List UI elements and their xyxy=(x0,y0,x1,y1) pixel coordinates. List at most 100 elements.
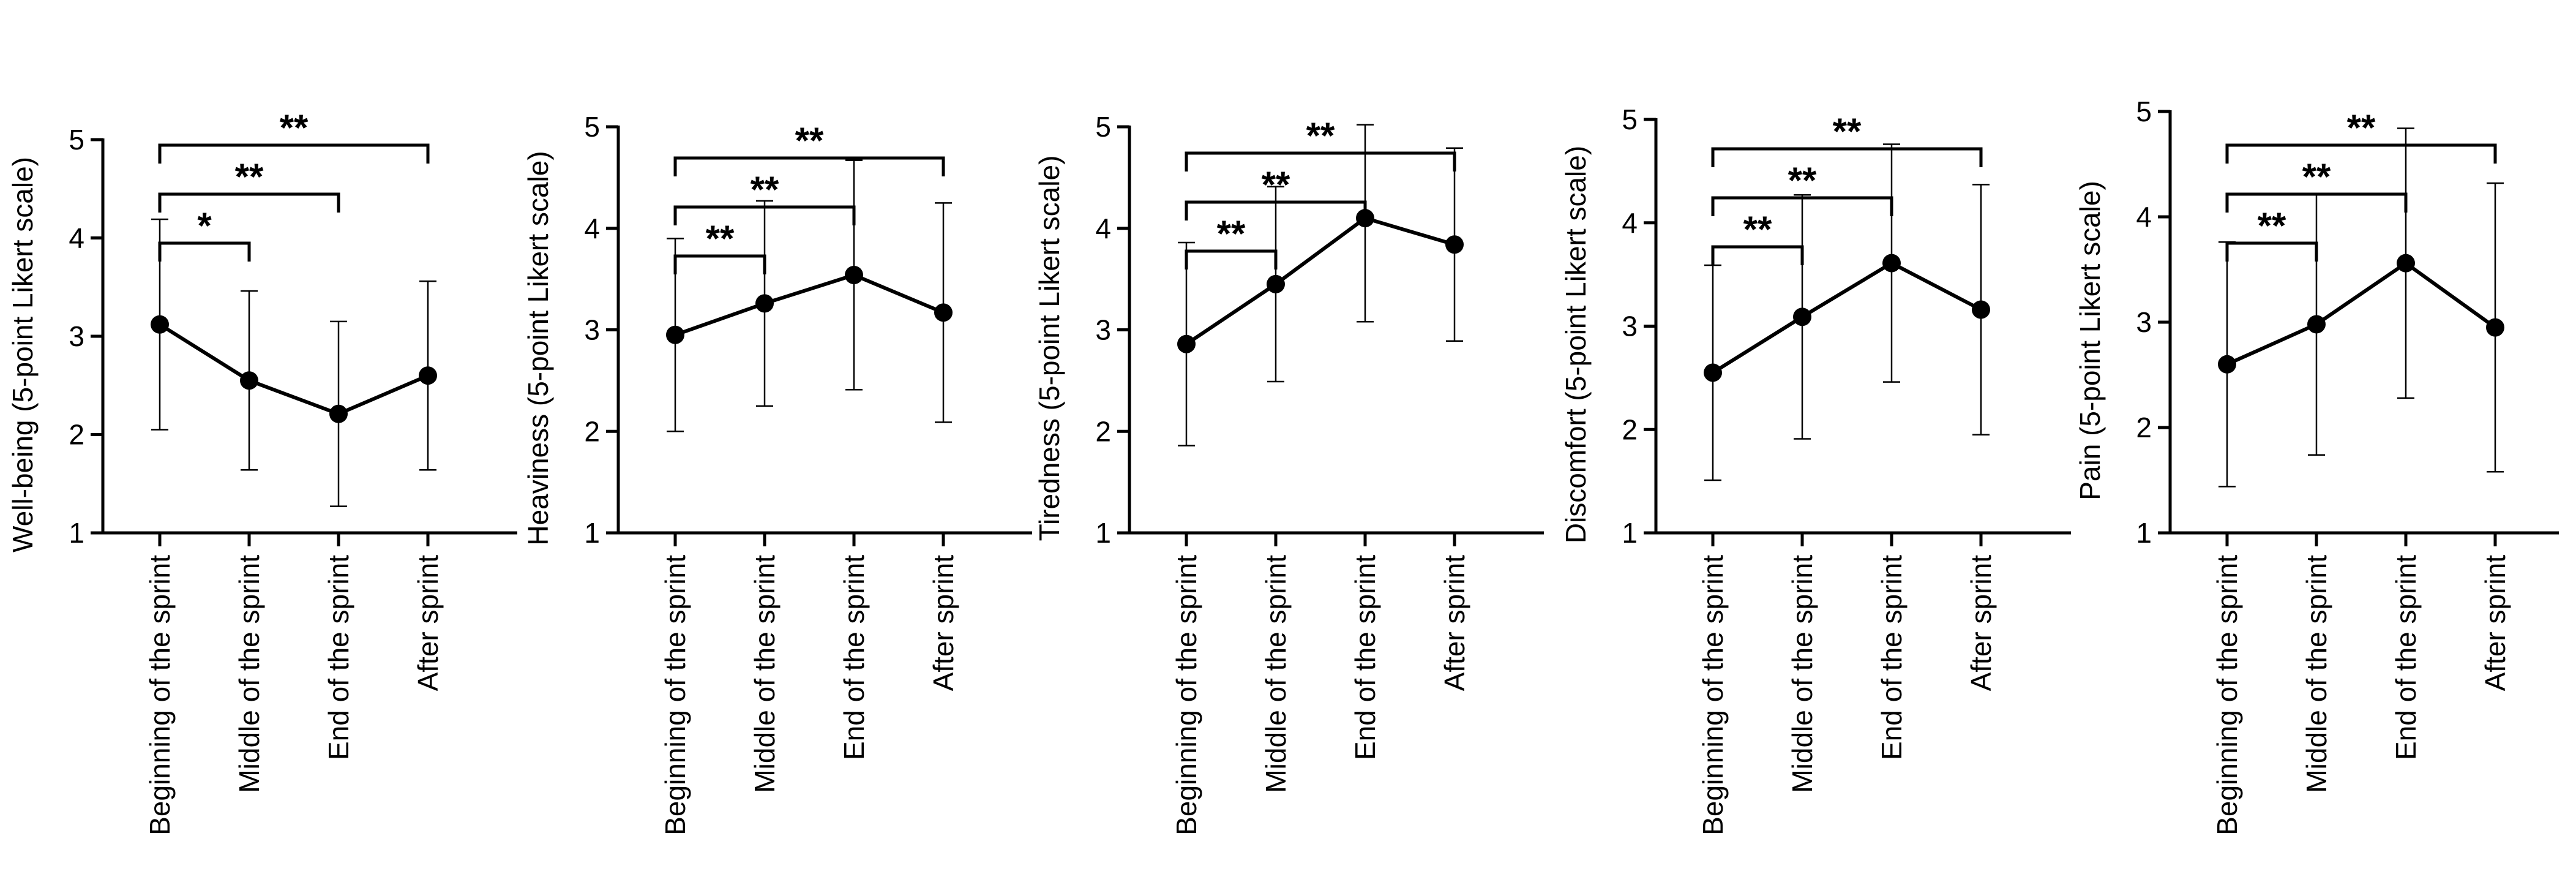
y-tick-label: 5 xyxy=(1622,104,1638,135)
chart-panel-4: 1 2 3 4 5 Discomfort (5-point Likert scale) Be… xyxy=(1560,104,2071,835)
series-line xyxy=(1185,216,1455,346)
y-tick-label: 3 xyxy=(1622,311,1638,342)
y-tick-label: 4 xyxy=(69,222,84,254)
data-point xyxy=(1445,235,1464,254)
y-tick-label: 1 xyxy=(1095,517,1111,549)
x-tick-label: Beginning of the sprint xyxy=(144,555,176,835)
significance-label: ** xyxy=(1743,209,1772,250)
data-point xyxy=(151,315,169,334)
significance-bracket-line xyxy=(673,254,766,274)
significance-label: ** xyxy=(1217,213,1246,254)
significance-bracket: ** xyxy=(2225,205,2318,262)
significance-label: ** xyxy=(2347,107,2376,148)
x-tick-label: End of the sprint xyxy=(1349,555,1381,760)
significance-bracket-line xyxy=(1711,147,1983,167)
significance-bracket: ** xyxy=(1185,115,1456,172)
x-tick-label: Beginning of the sprint xyxy=(659,555,691,835)
data-point xyxy=(1882,254,1901,273)
significance-bracket-line xyxy=(1185,200,1367,221)
data-point xyxy=(845,265,863,284)
series-line xyxy=(675,273,945,337)
significance-bracket-line xyxy=(673,205,856,225)
y-tick-label: 3 xyxy=(1095,314,1111,346)
y-tick-label: 3 xyxy=(2136,306,2152,338)
y-tick-label: 5 xyxy=(69,124,84,156)
y-tick-label: 1 xyxy=(584,517,600,549)
x-tick-label: After sprint xyxy=(1965,555,1997,692)
chart-panel-1: 1 2 3 4 5 Well-being (5-point Likert scale) Be… xyxy=(7,107,517,835)
significance-bracket-line xyxy=(2225,241,2318,262)
data-point xyxy=(1972,300,1990,319)
data-point xyxy=(1704,363,1722,382)
data-point xyxy=(1267,274,1285,293)
significance-label: ** xyxy=(795,120,824,161)
y-tick-label: 2 xyxy=(69,419,84,451)
series-line xyxy=(2226,261,2496,366)
significance-bracket-line xyxy=(2225,192,2408,213)
x-tick-label: Middle of the sprint xyxy=(1260,555,1292,793)
y-tick-label: 4 xyxy=(2136,201,2152,233)
significance-bracket: * xyxy=(158,205,251,262)
data-point xyxy=(240,371,258,390)
significance-bracket: ** xyxy=(1711,209,1804,265)
significance-label: ** xyxy=(1788,160,1817,201)
x-tick-label: End of the sprint xyxy=(1876,555,1908,760)
x-tick-label: Beginning of the sprint xyxy=(2211,555,2243,835)
significance-bracket-line xyxy=(2225,143,2497,164)
significance-bracket-line xyxy=(1711,196,1893,216)
x-tick-label: Beginning of the sprint xyxy=(1697,555,1729,835)
significance-bracket-line xyxy=(158,143,430,164)
y-tick-label: 1 xyxy=(2136,517,2152,549)
y-tick-label: 4 xyxy=(1095,213,1111,244)
chart-panel-3: 1 2 3 4 5 Tiredness (5-point Likert scale) Beg… xyxy=(1033,111,1544,835)
significance-label: ** xyxy=(751,169,779,210)
y-tick-label: 4 xyxy=(1622,207,1638,239)
y-tick-label: 2 xyxy=(2136,412,2152,443)
significance-bracket: ** xyxy=(673,169,856,225)
y-axis-label: Well-being (5-point Likert scale) xyxy=(7,157,39,552)
significance-bracket: ** xyxy=(673,218,766,274)
significance-bracket-line xyxy=(158,241,251,262)
significance-bracket: ** xyxy=(158,107,430,164)
significance-label: ** xyxy=(235,156,264,197)
x-tick-label: End of the sprint xyxy=(838,555,870,760)
data-point xyxy=(2397,254,2415,273)
data-point xyxy=(329,404,348,423)
y-axis-label: Tiredness (5-point Likert scale) xyxy=(1033,156,1065,541)
data-point xyxy=(419,366,437,385)
significance-bracket: ** xyxy=(1185,213,1278,270)
significance-label: ** xyxy=(2302,156,2331,197)
significance-label: ** xyxy=(1833,111,1862,152)
data-point xyxy=(2218,355,2236,374)
chart-panel-2: 1 2 3 4 5 Heaviness (5-point Likert scale) Beg… xyxy=(522,111,1032,835)
significance-bracket: ** xyxy=(1185,164,1367,221)
y-tick-label: 2 xyxy=(1622,413,1638,445)
x-tick-label: After sprint xyxy=(1439,555,1470,692)
significance-bracket: ** xyxy=(1711,111,1983,167)
significance-bracket: ** xyxy=(158,156,340,213)
x-tick-label: Middle of the sprint xyxy=(1786,555,1818,793)
x-tick-label: Middle of the sprint xyxy=(233,555,265,793)
data-point xyxy=(1793,307,1811,326)
significance-label: ** xyxy=(280,107,309,148)
x-tick-label: Beginning of the sprint xyxy=(1170,555,1202,835)
significance-bracket-line xyxy=(1185,249,1278,270)
x-tick-label: After sprint xyxy=(927,555,959,692)
significance-bracket: ** xyxy=(2225,107,2497,164)
y-tick-label: 3 xyxy=(69,320,84,352)
x-tick-label: Middle of the sprint xyxy=(2301,555,2332,793)
x-tick-label: Middle of the sprint xyxy=(749,555,781,793)
chart-panel-5: 1 2 3 4 5 Pain (5-point Likert scale) Beginnin… xyxy=(2074,96,2559,835)
y-tick-label: 2 xyxy=(584,415,600,447)
x-tick-label: End of the sprint xyxy=(323,555,354,760)
y-tick-label: 5 xyxy=(2136,96,2152,127)
y-tick-label: 1 xyxy=(1622,517,1638,549)
significance-bracket-line xyxy=(673,156,945,176)
data-point xyxy=(934,303,953,322)
significance-label: * xyxy=(197,205,212,246)
data-point xyxy=(1177,334,1196,353)
x-tick-label: After sprint xyxy=(412,555,444,692)
series-line xyxy=(1712,261,1982,374)
data-point xyxy=(2486,318,2504,337)
series-line xyxy=(159,323,429,416)
